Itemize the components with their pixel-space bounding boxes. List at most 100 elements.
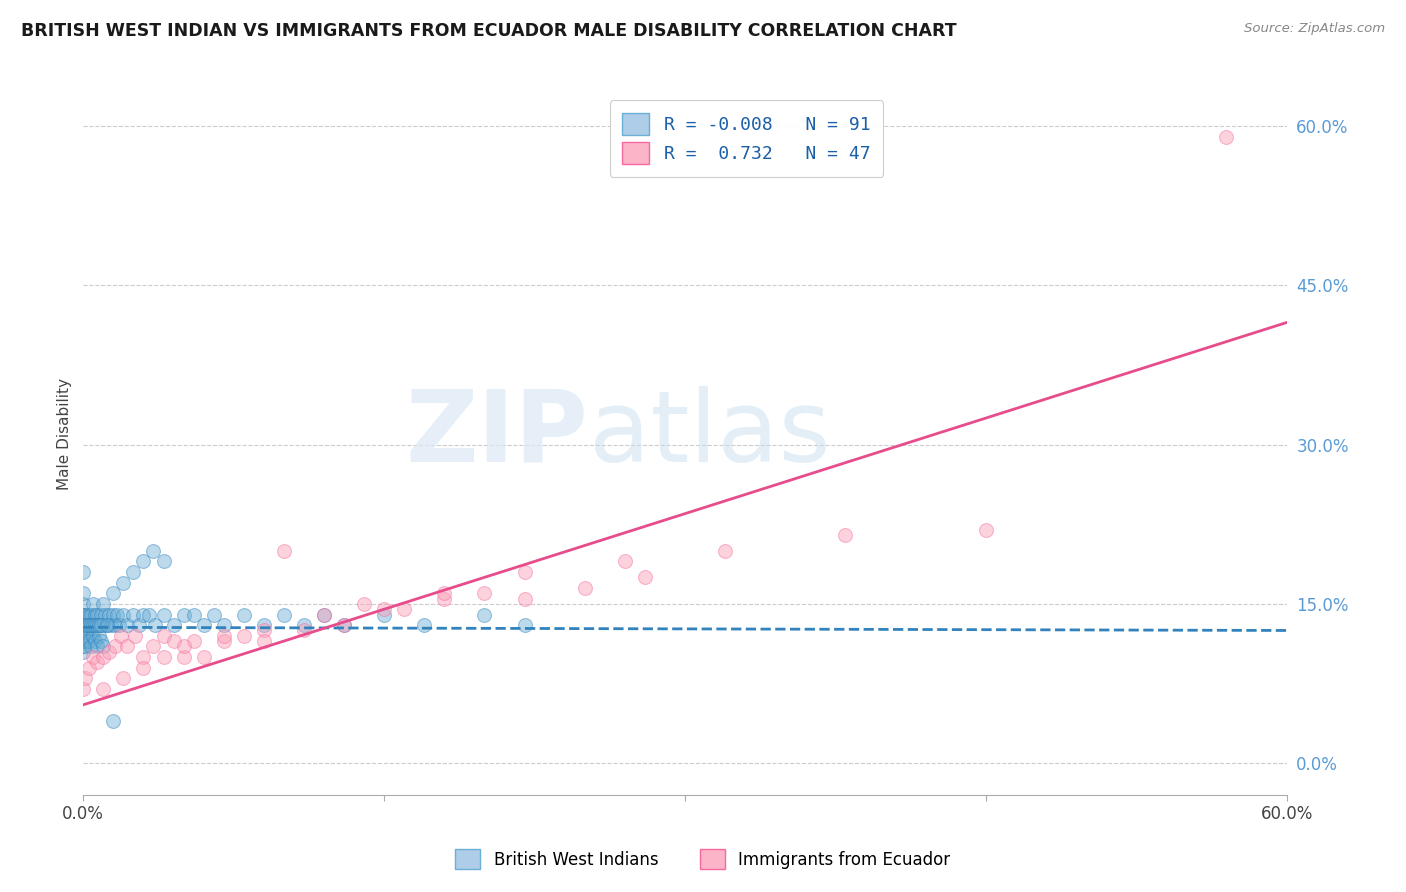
Point (80, 629, 103, 643)
Point (84, 634, 107, 648)
Point (72, 597, 94, 611)
Point (138, 607, 160, 622)
Point (86, 607, 108, 622)
Legend: British West Indians, Immigrants from Ecuador: British West Indians, Immigrants from Ec… (446, 838, 960, 880)
Point (173, 607, 195, 622)
Point (72, 634, 94, 648)
Point (292, 624, 315, 638)
Point (90, 607, 112, 622)
Point (90, 634, 112, 648)
Point (974, 523, 997, 537)
Point (75, 634, 97, 648)
Text: Source: ZipAtlas.com: Source: ZipAtlas.com (1244, 22, 1385, 36)
Point (183, 634, 205, 648)
Text: ZIP: ZIP (406, 385, 589, 483)
Point (152, 554, 174, 568)
Point (72, 618, 94, 632)
Point (834, 528, 856, 542)
Point (232, 607, 254, 622)
Point (96, 618, 118, 632)
Point (162, 618, 184, 632)
Point (142, 544, 165, 558)
Point (474, 607, 496, 622)
Point (124, 629, 146, 643)
Point (253, 618, 276, 632)
Point (75, 618, 97, 632)
Point (173, 650, 195, 665)
Point (94, 607, 117, 622)
Point (93, 618, 115, 632)
Point (574, 581, 596, 595)
Point (84, 618, 107, 632)
Point (513, 618, 536, 632)
Point (90, 618, 112, 632)
Point (253, 624, 276, 638)
Point (193, 618, 215, 632)
Point (183, 607, 205, 622)
Point (212, 618, 235, 632)
Point (75, 629, 97, 643)
Point (79, 607, 101, 622)
Point (72, 640, 94, 654)
Point (152, 650, 174, 665)
Point (72, 618, 94, 632)
Point (333, 618, 356, 632)
Point (79, 660, 101, 674)
Point (292, 618, 315, 632)
Point (75, 618, 97, 632)
Point (72, 645, 94, 659)
Point (84, 618, 107, 632)
Point (72, 565, 94, 579)
Point (145, 618, 167, 632)
Point (79, 618, 101, 632)
Point (104, 618, 127, 632)
Point (392, 602, 415, 616)
Point (86, 656, 108, 670)
Point (82, 629, 104, 643)
Point (76, 618, 98, 632)
Point (152, 629, 174, 643)
Point (82, 618, 104, 632)
Point (110, 629, 132, 643)
Point (89, 618, 111, 632)
Y-axis label: Male Disability: Male Disability (58, 378, 72, 490)
Point (413, 618, 436, 632)
Point (82, 597, 104, 611)
Point (72, 586, 94, 600)
Point (152, 607, 174, 622)
Point (112, 575, 135, 590)
Text: atlas: atlas (589, 385, 831, 483)
Point (112, 671, 135, 685)
Point (173, 640, 195, 654)
Point (72, 607, 94, 622)
Point (513, 565, 536, 579)
Point (72, 629, 94, 643)
Point (86, 618, 108, 632)
Point (100, 618, 122, 632)
Point (132, 554, 155, 568)
Point (104, 640, 127, 654)
Point (79, 618, 101, 632)
Point (76, 629, 98, 643)
Point (96, 618, 118, 632)
Point (76, 618, 98, 632)
Point (132, 660, 155, 674)
Point (122, 565, 145, 579)
Point (212, 634, 235, 648)
Point (273, 544, 295, 558)
Point (232, 629, 254, 643)
Point (112, 607, 135, 622)
Point (273, 607, 295, 622)
Point (93, 681, 115, 696)
Point (212, 629, 235, 643)
Point (103, 586, 125, 600)
Point (253, 634, 276, 648)
Point (98, 645, 121, 659)
Point (202, 607, 225, 622)
Point (98, 607, 121, 622)
Point (373, 602, 395, 616)
Legend: R = -0.008   N = 91, R =  0.732   N = 47: R = -0.008 N = 91, R = 0.732 N = 47 (610, 100, 883, 177)
Point (474, 586, 496, 600)
Point (128, 618, 150, 632)
Point (117, 640, 139, 654)
